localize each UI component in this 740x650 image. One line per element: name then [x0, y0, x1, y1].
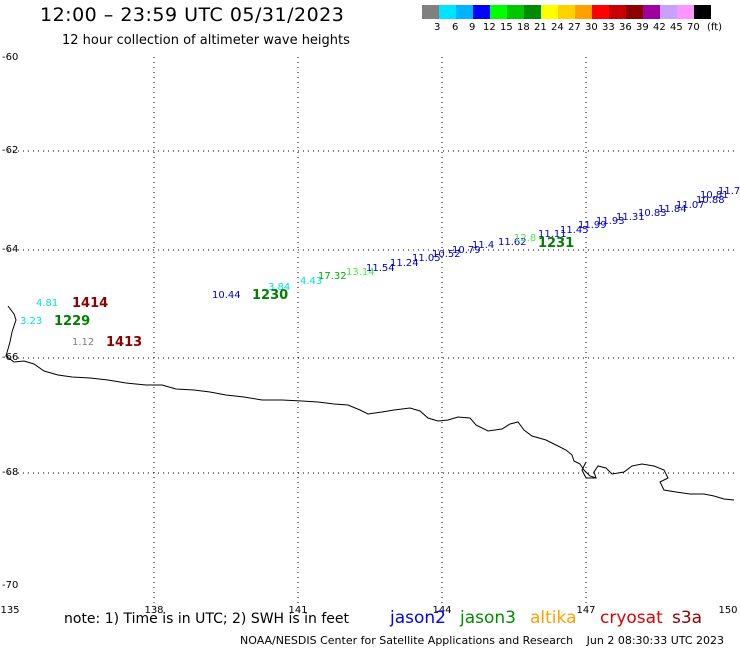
wave-height-value: 11.45 — [560, 225, 589, 236]
wave-height-value: 11.99 — [578, 220, 607, 231]
footer-note: note: 1) Time is in UTC; 2) SWH is in fe… — [64, 611, 350, 627]
legend-swatch — [660, 5, 677, 19]
latitude-label: -66 — [2, 352, 19, 363]
pass-time-label: 1414 — [72, 296, 109, 311]
map-subtitle: 12 hour collection of altimeter wave hei… — [62, 33, 350, 48]
legend-label: 15 — [500, 22, 513, 33]
legend-label: 39 — [636, 22, 649, 33]
satellite-cryosat: cryosat — [600, 608, 663, 628]
wave-height-value: 11.05 — [412, 253, 441, 264]
wave-height-value: 12.8 — [514, 233, 537, 244]
legend-swatch — [626, 5, 643, 19]
latitude-label: -60 — [2, 52, 19, 63]
wave-height-value: 11.84 — [658, 204, 687, 215]
legend-swatch — [473, 5, 490, 19]
legend-label: 9 — [469, 22, 476, 33]
legend-label: 12 — [483, 22, 496, 33]
pass-time-label: 1231 — [538, 236, 575, 251]
wave-height-value: 11.4 — [472, 240, 495, 251]
wave-height-value: 13.14 — [346, 267, 375, 278]
legend-swatch — [422, 5, 439, 19]
wave-height-value: 11.7 — [718, 186, 740, 197]
legend-label: 24 — [551, 22, 564, 33]
latitude-label: -62 — [2, 145, 19, 156]
legend-label: 6 — [452, 22, 459, 33]
pass-time-label: 1229 — [54, 314, 91, 329]
legend-label: 70 — [687, 22, 700, 33]
legend-label: 3 — [434, 22, 441, 33]
wave-height-value: 10.79 — [452, 245, 481, 256]
legend-label: 21 — [534, 22, 547, 33]
legend-swatch — [558, 5, 575, 19]
wave-height-value: 10.52 — [432, 249, 461, 260]
wave-height-value: 11.31 — [616, 212, 645, 223]
legend-label: 33 — [602, 22, 615, 33]
legend-label: 45 — [670, 22, 683, 33]
longitude-label: 150 — [718, 605, 738, 616]
pass-time-label: 1230 — [252, 288, 289, 303]
wave-height-value: 11.54 — [366, 263, 395, 274]
footer-credit: NOAA/NESDIS Center for Satellite Applica… — [240, 634, 724, 647]
longitude-label: 141 — [288, 605, 308, 616]
legend-swatch — [541, 5, 558, 19]
legend-swatch — [677, 5, 694, 19]
satellite-jason2: jason2 — [390, 608, 446, 628]
graticule — [8, 57, 734, 605]
latitude-label: -64 — [2, 244, 19, 255]
wave-height-value: 10.81 — [700, 190, 729, 201]
wave-height-value: 3.84 — [268, 282, 291, 293]
wave-height-value: 10.44 — [212, 290, 241, 301]
latitude-label: -68 — [2, 467, 19, 478]
wave-height-value: 11.62 — [498, 237, 527, 248]
legend-swatch — [575, 5, 592, 19]
legend-swatch — [507, 5, 524, 19]
longitude-label: 147 — [576, 605, 596, 616]
wave-height-value: 11.07 — [676, 200, 705, 211]
satellite-altika: altika — [530, 608, 577, 628]
wave-height-value: 11.11 — [538, 229, 567, 240]
wave-height-value: 4.81 — [36, 298, 59, 309]
legend-label: 42 — [653, 22, 666, 33]
pass-time-label: 1413 — [106, 335, 143, 350]
legend-swatch — [694, 5, 711, 19]
coastline — [5, 305, 735, 501]
legend-label: 18 — [517, 22, 530, 33]
legend-label: 36 — [619, 22, 632, 33]
legend-label: 30 — [585, 22, 598, 33]
coastline — [581, 461, 596, 479]
map-frame — [7, 56, 735, 606]
legend-swatch — [592, 5, 609, 19]
wave-height-value: 17.32 — [318, 271, 347, 282]
wave-height-value: 11.24 — [390, 258, 419, 269]
generated-timestamp: Jun 2 08:30:33 UTC 2023 — [586, 634, 725, 647]
satellite-jason3: jason3 — [460, 608, 516, 628]
wave-height-value: 10.83 — [638, 208, 667, 219]
wave-height-value: 4.43 — [300, 276, 323, 287]
legend-swatch — [524, 5, 541, 19]
legend-swatch — [439, 5, 456, 19]
credit-text: NOAA/NESDIS Center for Satellite Applica… — [240, 634, 574, 647]
legend-swatch — [609, 5, 626, 19]
longitude-label: 135 — [0, 605, 20, 616]
legend-swatch — [490, 5, 507, 19]
legend-swatch — [643, 5, 660, 19]
longitude-label: 144 — [432, 605, 452, 616]
map-title: 12:00 – 23:59 UTC 05/31/2023 — [40, 4, 345, 26]
wave-height-value: 1.12 — [72, 337, 95, 348]
legend-label: 27 — [568, 22, 581, 33]
longitude-label: 138 — [144, 605, 164, 616]
wave-height-value: 11.93 — [596, 216, 625, 227]
satellite-s3a: s3a — [672, 608, 703, 628]
legend-label: (ft) — [707, 22, 723, 33]
latitude-label: -70 — [2, 580, 19, 591]
legend-swatch — [456, 5, 473, 19]
wave-height-value: 3.23 — [20, 316, 43, 327]
wave-height-value: 10.88 — [696, 195, 725, 206]
